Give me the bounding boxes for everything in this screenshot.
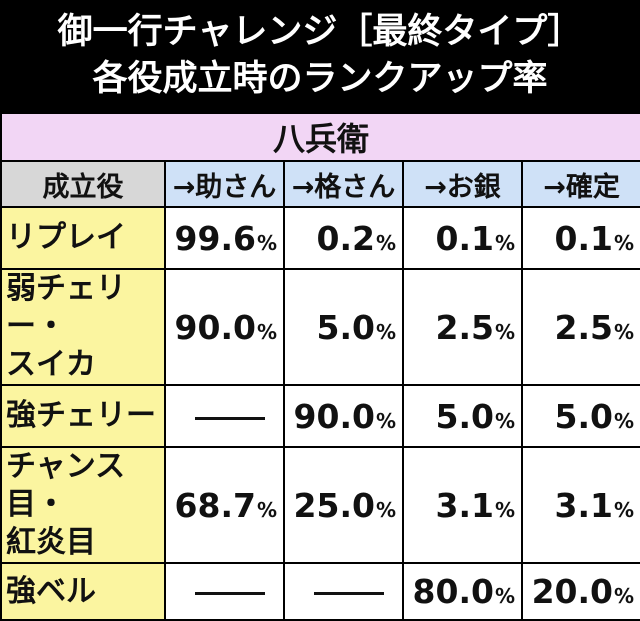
rate-cell: 2.5% xyxy=(402,268,523,386)
rate-cell: 3.1% xyxy=(520,446,640,564)
percent-sign: % xyxy=(494,408,515,433)
table-row: 強ベル 80.0% 20.0% xyxy=(0,562,640,621)
percent-sign: % xyxy=(614,584,635,608)
column-header-row: 成立役 →助さん →格さん →お銀 →確定 xyxy=(0,160,640,208)
percent-sign: % xyxy=(375,230,396,255)
rate-cell: 90.0% xyxy=(164,268,285,386)
table-row: 強チェリー 90.0% 5.0% 5.0% xyxy=(0,384,640,448)
rate-value: 0.1 xyxy=(435,218,494,258)
rate-value: 3.1 xyxy=(554,485,613,525)
rate-cell: 5.0% xyxy=(520,384,640,448)
title-line-1: 御一行チャレンジ［最終タイプ］ xyxy=(57,12,583,52)
rate-value: 5.0 xyxy=(554,396,613,436)
rate-cell xyxy=(164,384,285,448)
rate-value: 90.0 xyxy=(174,307,256,347)
column-header-kaku: →格さん xyxy=(283,160,404,208)
rate-value: 25.0 xyxy=(293,485,375,525)
rate-cell: 20.0% xyxy=(520,562,640,621)
row-label: チャンス目・ 紅炎目 xyxy=(0,446,166,564)
percent-sign: % xyxy=(256,230,277,255)
rate-cell: 0.1% xyxy=(402,206,523,270)
section-header: 八兵衛 xyxy=(0,112,640,162)
dash-mark xyxy=(195,416,265,420)
rate-cell: 25.0% xyxy=(283,446,404,564)
rate-cell: 68.7% xyxy=(164,446,285,564)
rate-value: 80.0 xyxy=(412,572,494,611)
percent-sign: % xyxy=(614,497,635,522)
rate-cell: 90.0% xyxy=(283,384,404,448)
row-label: 強チェリー xyxy=(0,384,166,448)
rate-cell: 80.0% xyxy=(402,562,523,621)
column-header-kakutei: →確定 xyxy=(520,160,640,208)
rate-cell: 5.0% xyxy=(283,268,404,386)
table-row: リプレイ 99.6% 0.2% 0.1% 0.1% xyxy=(0,206,640,270)
rate-value: 2.5 xyxy=(435,307,494,347)
title-line-2: 各役成立時のランクアップ率 xyxy=(92,59,548,99)
rate-cell: 3.1% xyxy=(402,446,523,564)
rate-value: 5.0 xyxy=(435,396,494,436)
percent-sign: % xyxy=(494,319,515,344)
rate-value: 3.1 xyxy=(435,485,494,525)
rate-value: 68.7 xyxy=(174,485,256,525)
rate-cell: 99.6% xyxy=(164,206,285,270)
row-label: 弱チェリー・ スイカ xyxy=(0,268,166,386)
dash-mark xyxy=(314,592,384,595)
rate-value: 99.6 xyxy=(174,218,256,258)
title-banner: 御一行チャレンジ［最終タイプ］ 各役成立時のランクアップ率 xyxy=(0,0,640,112)
rate-cell xyxy=(164,562,285,621)
rate-cell xyxy=(283,562,404,621)
percent-sign: % xyxy=(375,497,396,522)
percent-sign: % xyxy=(614,408,635,433)
rate-value: 20.0 xyxy=(531,572,613,611)
column-header-role: 成立役 xyxy=(0,160,166,208)
rate-value: 0.1 xyxy=(554,218,613,258)
rate-cell: 0.2% xyxy=(283,206,404,270)
rate-cell: 5.0% xyxy=(402,384,523,448)
percent-sign: % xyxy=(375,319,396,344)
percent-sign: % xyxy=(494,497,515,522)
percent-sign: % xyxy=(256,497,277,522)
column-header-suke: →助さん xyxy=(164,160,285,208)
column-header-ogin: →お銀 xyxy=(402,160,523,208)
rate-value: 2.5 xyxy=(554,307,613,347)
table-row: 弱チェリー・ スイカ 90.0% 5.0% 2.5% 2.5% xyxy=(0,268,640,386)
rate-value: 0.2 xyxy=(316,218,375,258)
row-label: リプレイ xyxy=(0,206,166,270)
rate-cell: 2.5% xyxy=(520,268,640,386)
percent-sign: % xyxy=(494,230,515,255)
percent-sign: % xyxy=(494,584,515,608)
rate-value: 90.0 xyxy=(293,396,375,436)
table-row: チャンス目・ 紅炎目 68.7% 25.0% 3.1% 3.1% xyxy=(0,446,640,564)
rank-up-table: 八兵衛 成立役 →助さん →格さん →お銀 →確定 リプレイ 99.6% 0.2% 0… xyxy=(0,112,640,621)
percent-sign: % xyxy=(614,319,635,344)
rate-cell: 0.1% xyxy=(520,206,640,270)
dash-mark xyxy=(195,592,265,595)
rate-value: 5.0 xyxy=(316,307,375,347)
row-label: 強ベル xyxy=(0,562,166,621)
percent-sign: % xyxy=(614,230,635,255)
percent-sign: % xyxy=(256,319,277,344)
percent-sign: % xyxy=(375,408,396,433)
